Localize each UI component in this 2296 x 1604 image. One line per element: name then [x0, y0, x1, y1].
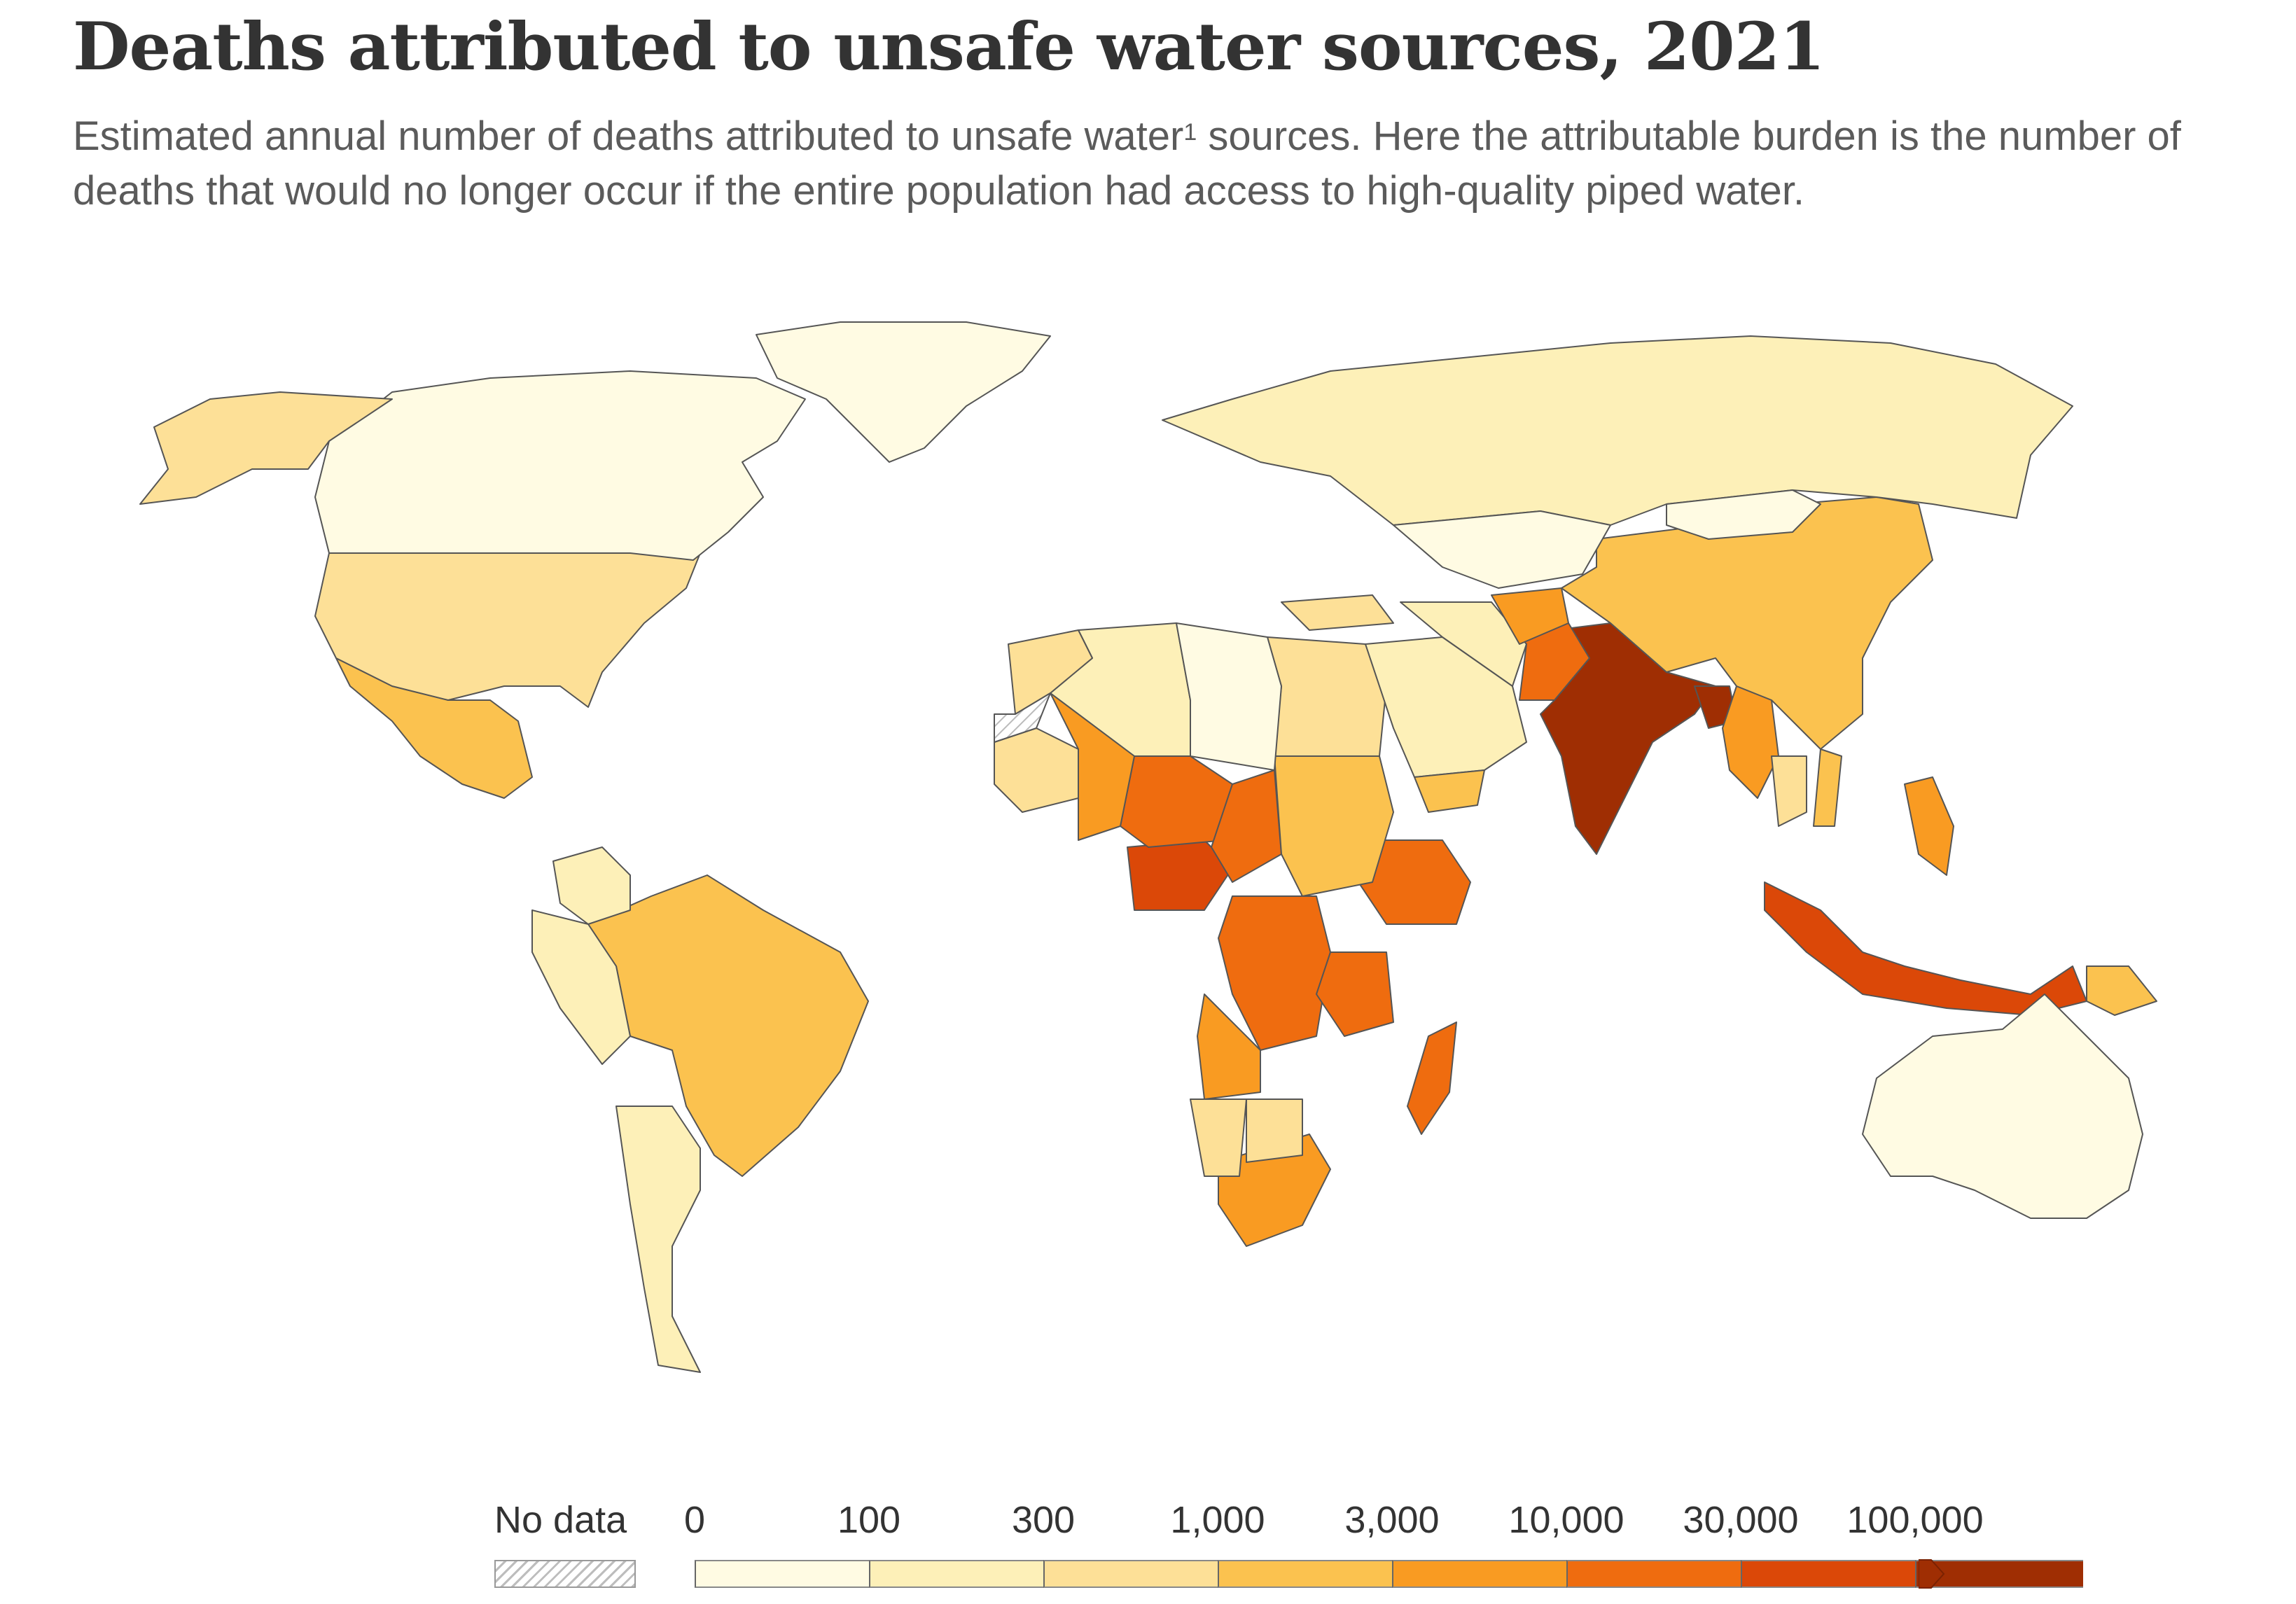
region-mali[interactable]: Mali: [1050, 692, 1135, 841]
region-mauritania[interactable]: Mauritania: [994, 727, 1079, 813]
region-kazakhstan[interactable]: Kazakhstan: [1393, 510, 1611, 589]
region-namibia[interactable]: Namibia: [1190, 1099, 1247, 1177]
region-vietnam[interactable]: Vietnam: [1813, 748, 1842, 827]
region-brazil[interactable]: Brazil: [587, 874, 869, 1177]
region-dr-congo[interactable]: DR Congo: [1218, 895, 1331, 1051]
chart-title: Deaths attributed to unsafe water source…: [73, 8, 1825, 85]
region-chad[interactable]: Chad: [1211, 769, 1282, 883]
legend-arrow: [1919, 1559, 1945, 1589]
region-canada[interactable]: Canada: [314, 370, 806, 561]
legend-swatch: [1392, 1560, 1566, 1588]
region-russia[interactable]: Russia: [1162, 335, 2073, 526]
legend-swatch: [1043, 1560, 1218, 1588]
region-india[interactable]: India: [1540, 622, 1716, 855]
legend-tick-label: 100: [837, 1499, 901, 1541]
region-mongolia[interactable]: Mongolia: [1666, 489, 1821, 540]
region-australia[interactable]: Australia: [1862, 993, 2143, 1219]
region-botswana[interactable]: Botswana: [1246, 1099, 1303, 1163]
region-greenland[interactable]: Greenland: [756, 321, 1051, 463]
legend-tick-label: 300: [1011, 1499, 1076, 1541]
legend-swatch: [1566, 1560, 1741, 1588]
region-argentina[interactable]: Argentina: [615, 1106, 701, 1373]
region-yemen[interactable]: Yemen: [1414, 769, 1485, 813]
subtitle-text-a: Estimated annual number of deaths attrib…: [73, 113, 1184, 159]
region-thailand[interactable]: Thailand: [1771, 755, 1807, 827]
region-alaska-us[interactable]: Alaska (US): [139, 391, 393, 505]
region-philippines[interactable]: Philippines: [1904, 776, 1954, 876]
region-western-sahara[interactable]: Western Sahara: [994, 692, 1051, 743]
region-iran[interactable]: Iran: [1400, 601, 1527, 687]
region-united-states[interactable]: United States: [314, 552, 701, 708]
legend-tick-label: 100,000: [1846, 1499, 1984, 1541]
region-angola[interactable]: Angola: [1197, 993, 1261, 1100]
legend-tick-label: 30,000: [1683, 1499, 1799, 1541]
region-myanmar[interactable]: Myanmar: [1722, 685, 1779, 799]
legend-tick-label: 1,000: [1170, 1499, 1265, 1541]
region-papua-new-guinea[interactable]: Papua New Guinea: [2086, 965, 2157, 1016]
legend-swatch: [695, 1560, 869, 1588]
region-indonesia[interactable]: Indonesia: [1764, 881, 2087, 1016]
region-colombia[interactable]: Colombia: [552, 846, 631, 925]
region-china[interactable]: China: [1561, 496, 1933, 750]
no-data-swatch: [494, 1560, 636, 1588]
region-afghanistan[interactable]: Afghanistan: [1491, 587, 1569, 645]
color-legend: No data 0 100 300 1,000 3,000 10,000 30,000 100…: [0, 1498, 2296, 1603]
chart-subtitle: Estimated annual number of deaths attrib…: [73, 109, 2229, 218]
region-tanzania[interactable]: Tanzania: [1316, 951, 1394, 1037]
region-libya[interactable]: Libya: [1176, 622, 1282, 771]
legend-tick-label: 10,000: [1508, 1499, 1624, 1541]
region-peru[interactable]: Peru: [531, 909, 631, 1065]
region-morocco[interactable]: Morocco: [1008, 629, 1093, 715]
legend-tick-label: 3,000: [1344, 1499, 1440, 1541]
legend-swatch: [869, 1560, 1043, 1588]
legend-swatch: [1741, 1560, 1915, 1588]
subtitle-text-b: sources. Here the attributable burden is…: [73, 113, 2181, 214]
region-madagascar[interactable]: Madagascar: [1407, 1021, 1457, 1135]
footnote-marker: 1: [1183, 119, 1197, 146]
legend-swatch: [1218, 1560, 1392, 1588]
region-turkey[interactable]: Turkey: [1281, 594, 1394, 631]
no-data-label: No data: [494, 1499, 627, 1541]
legend-tick-label: 0: [683, 1499, 706, 1541]
world-map: IndiaPakistanBangladeshNigeriaDR CongoEt…: [139, 321, 2157, 1373]
